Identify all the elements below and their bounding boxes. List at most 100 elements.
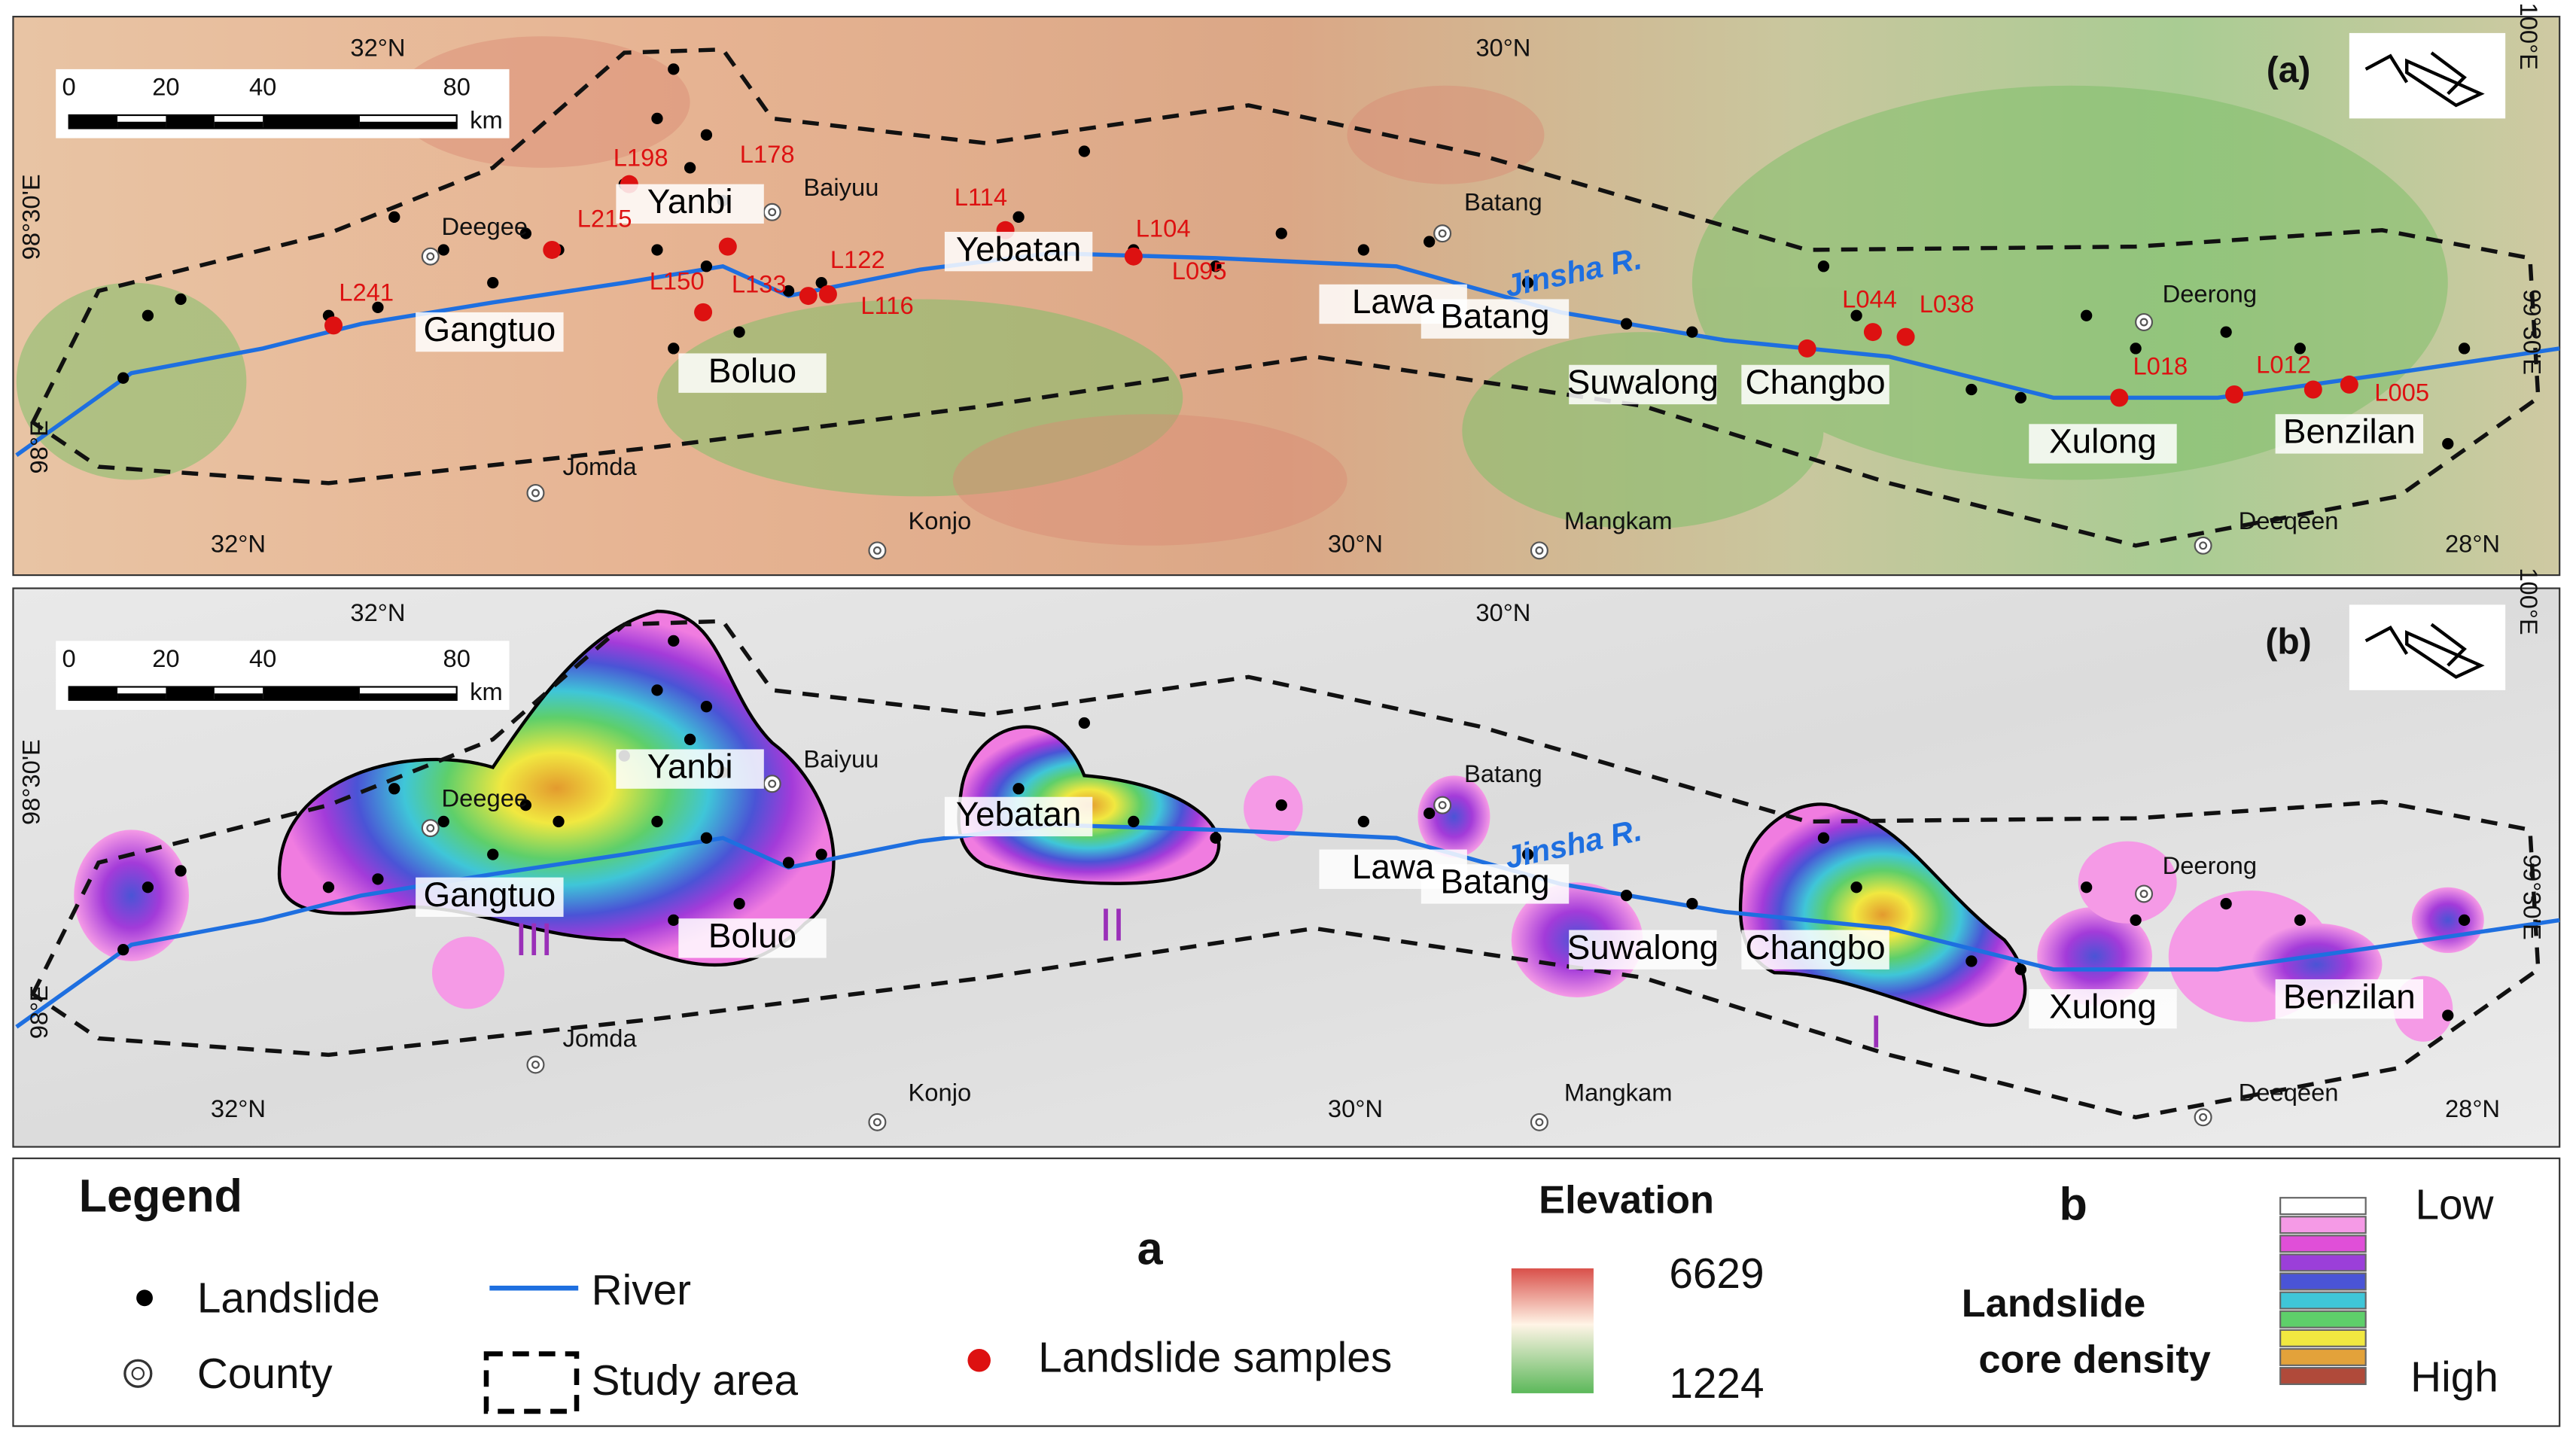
coordinate-label: 28°N bbox=[2445, 529, 2500, 557]
county-label: Batang bbox=[1464, 760, 1542, 787]
site-label: Benzilan bbox=[2283, 977, 2416, 1015]
county-symbol bbox=[868, 1113, 887, 1131]
county-symbol bbox=[2135, 312, 2154, 331]
site-label: Boluo bbox=[708, 352, 796, 390]
coordinate-label: 100°E bbox=[2515, 3, 2543, 70]
coordinate-label: 32°N bbox=[211, 1094, 266, 1122]
landslide-sample bbox=[818, 285, 837, 303]
landslide-dot bbox=[2220, 326, 2232, 338]
county-label: Konjo bbox=[908, 1078, 971, 1106]
site-label: Yebatan bbox=[956, 795, 1082, 833]
landslide-dot bbox=[1423, 807, 1436, 820]
site-label: Suwalong bbox=[1567, 928, 1719, 967]
county-symbol bbox=[1535, 546, 1544, 555]
landslide-dot bbox=[142, 881, 154, 893]
landslide-dot bbox=[684, 733, 696, 745]
site-label: Suwalong bbox=[1567, 363, 1719, 401]
landslide-dot bbox=[1012, 211, 1025, 223]
county-label: Deegee bbox=[441, 212, 528, 240]
label-halo bbox=[416, 877, 564, 918]
label-halo bbox=[1569, 930, 1717, 970]
landslide-dot bbox=[2294, 342, 2306, 355]
label-halo bbox=[2029, 989, 2177, 1029]
landslide-dot bbox=[782, 857, 795, 869]
landslide-dot bbox=[2442, 1009, 2454, 1021]
landslide-dot bbox=[388, 783, 400, 795]
elevation-title: Elevation bbox=[1539, 1179, 1714, 1222]
legend-river: River bbox=[592, 1267, 691, 1314]
coordinate-label: 100°E bbox=[2515, 568, 2543, 635]
density-swatch bbox=[2279, 1310, 2367, 1329]
scale-unit: km bbox=[470, 677, 503, 705]
landslide-dot bbox=[1817, 260, 1830, 272]
county-symbol bbox=[526, 1055, 545, 1074]
north-arrow bbox=[2349, 32, 2506, 690]
scale-segment bbox=[117, 121, 166, 129]
county-symbol bbox=[1535, 1118, 1544, 1127]
scale-segment bbox=[359, 693, 457, 700]
site-label: Lawa bbox=[1352, 282, 1435, 321]
landslide-dot bbox=[2294, 914, 2306, 927]
county-symbol bbox=[2139, 890, 2148, 898]
scale-segment bbox=[166, 115, 215, 129]
landslide-dot bbox=[2458, 914, 2471, 927]
label-halo bbox=[1420, 299, 1570, 339]
landslide-sample bbox=[543, 240, 562, 259]
elevation-min: 1224 bbox=[1669, 1360, 1764, 1408]
legend-b: b bbox=[2060, 1178, 2087, 1229]
county-symbol bbox=[2194, 536, 2212, 555]
landslide-sample bbox=[2110, 388, 2129, 407]
site-label: Benzilan bbox=[2283, 412, 2416, 451]
landslide-sample bbox=[324, 316, 343, 335]
scale-tick-label: 80 bbox=[443, 73, 470, 101]
landslide-dot bbox=[1078, 717, 1091, 729]
coordinate-label: 30°N bbox=[1475, 33, 1530, 61]
county-symbol bbox=[531, 489, 540, 498]
density-swatch bbox=[2279, 1272, 2367, 1291]
sample-label: L122 bbox=[830, 245, 885, 273]
county-symbol bbox=[526, 483, 545, 502]
landslide-dot bbox=[519, 227, 532, 239]
county-symbol bbox=[421, 819, 440, 838]
site-label: Yanbi bbox=[647, 182, 733, 221]
legend-title: Legend bbox=[79, 1170, 242, 1222]
coordinate-label: 32°N bbox=[350, 598, 405, 626]
landslide-dot bbox=[1850, 881, 1862, 893]
landslide-dot bbox=[815, 276, 827, 289]
landslide-dot bbox=[2014, 963, 2026, 976]
landslide-sample bbox=[694, 303, 713, 321]
county-label: Deeqeen bbox=[2239, 507, 2339, 534]
landslide-dot bbox=[733, 897, 745, 910]
county-label: Baiyuu bbox=[803, 173, 878, 201]
landslide-dot bbox=[1965, 383, 1978, 396]
label-halo bbox=[678, 918, 827, 958]
coordinate-label: 99°30'E bbox=[2518, 289, 2546, 375]
landslide-dot bbox=[815, 848, 827, 860]
landslide-dot bbox=[1275, 227, 1287, 239]
scale-tick-label: 40 bbox=[249, 644, 276, 672]
landslide-dot bbox=[2442, 437, 2454, 450]
landslide-dot bbox=[668, 63, 680, 75]
landslide-dot bbox=[175, 865, 187, 877]
county-symbol bbox=[421, 247, 440, 266]
sample-label: L150 bbox=[650, 266, 705, 294]
legend-study-area: Study area bbox=[592, 1357, 799, 1405]
legend-symbols bbox=[123, 1268, 1594, 1414]
landslide-dot bbox=[1686, 897, 1698, 910]
landslide-dot bbox=[2081, 881, 2093, 893]
scale-unit: km bbox=[470, 105, 503, 133]
landslide-dot bbox=[651, 815, 663, 828]
density-swatch bbox=[2279, 1197, 2367, 1216]
coordinate-label: 98°E bbox=[25, 420, 53, 473]
site-label: Yebatan bbox=[956, 230, 1082, 268]
panel-label: (a) bbox=[2267, 50, 2311, 90]
landslide-dot bbox=[1521, 276, 1534, 289]
landslide-dot bbox=[651, 684, 663, 696]
coordinate-label: 30°N bbox=[1328, 529, 1383, 557]
density-swatch bbox=[2279, 1367, 2367, 1386]
county-symbol bbox=[1438, 801, 1447, 810]
landslide-dot bbox=[2081, 309, 2093, 321]
scale-segment bbox=[69, 686, 118, 700]
coordinate-label: 32°N bbox=[350, 33, 405, 61]
